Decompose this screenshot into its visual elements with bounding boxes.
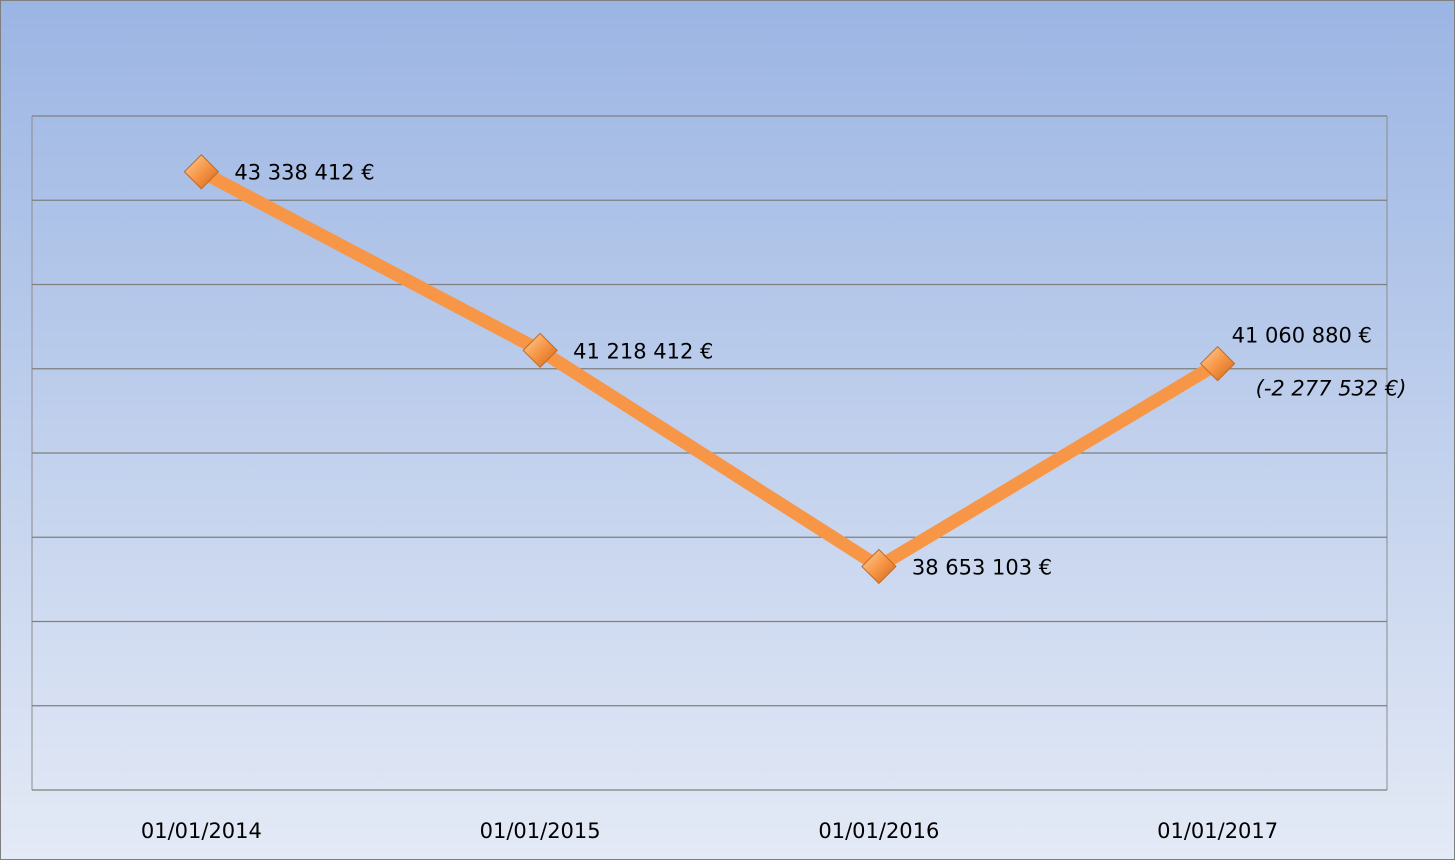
x-tick-label: 01/01/2014 [141,819,262,843]
data-label: 41 060 880 € [1232,324,1372,348]
line [198,165,1221,573]
marker [183,154,220,190]
annotation: (-2 277 532 €) [1256,377,1407,401]
x-tick-label: 01/01/2015 [480,819,601,843]
x-tick-label: 01/01/2016 [818,819,939,843]
marker [1199,345,1236,382]
data-label: 43 338 412 € [234,161,374,185]
marker [522,332,558,369]
data-label: 38 653 103 € [912,555,1052,579]
data-label: 41 218 412 € [573,339,713,363]
x-tick-label: 01/01/2017 [1157,819,1278,843]
marker [861,548,897,585]
